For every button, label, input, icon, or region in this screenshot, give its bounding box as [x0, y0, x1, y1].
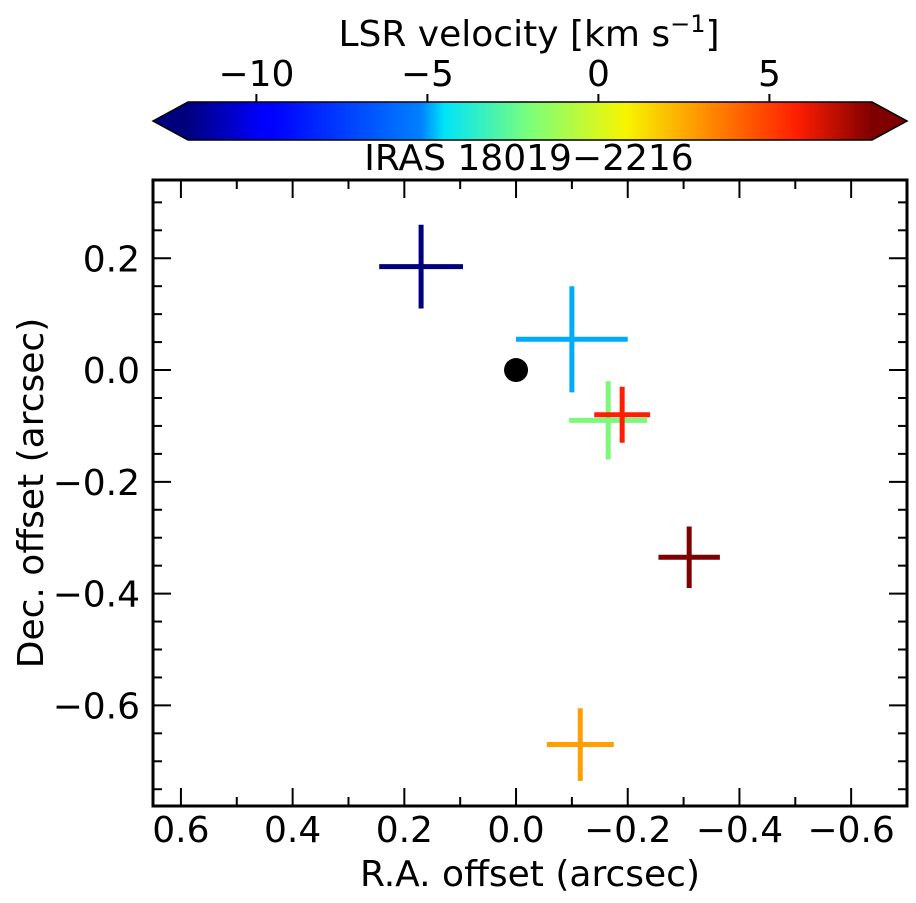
x-tick-label: −0.6 — [807, 810, 894, 851]
data-point — [379, 224, 463, 309]
y-tick-label: −0.4 — [53, 575, 140, 616]
x-tick-label: 0.6 — [152, 810, 209, 851]
colorbar-outline — [151, 101, 909, 141]
colorbar-label-sup: −1 — [670, 10, 705, 38]
data-point — [658, 526, 720, 589]
x-tick-label: 0.0 — [487, 810, 544, 851]
y-tick-label: 0.2 — [83, 239, 140, 280]
y-tick-label: 0.0 — [83, 351, 140, 392]
colorbar-gradient — [188, 102, 872, 140]
x-tick-label: 0.4 — [264, 810, 321, 851]
data-point — [516, 286, 628, 393]
reference-point — [504, 358, 529, 383]
plot-frame — [151, 178, 909, 808]
data-point — [594, 386, 651, 443]
colorbar-ticks: −10 −5 0 5 — [218, 54, 781, 102]
colorbar-extend-high — [872, 102, 907, 140]
plot-area: 0.6 0.4 0.2 0.0 −0.2 −0.4 −0.6 0.2 0.0 −0.2 −0.4 −0… — [53, 178, 909, 851]
y-tick-label: −0.6 — [53, 686, 140, 727]
x-axis-title: R.A. offset (arcsec) — [360, 854, 700, 895]
data-markers — [379, 224, 720, 781]
colorbar-label-main: LSR velocity [km s — [338, 14, 670, 55]
x-tick-label: −0.4 — [696, 810, 783, 851]
colorbar: −10 −5 0 5 LSR velocity [km s−1] — [151, 10, 909, 141]
data-point — [546, 708, 614, 781]
y-axis-title: Dec. offset (arcsec) — [11, 318, 52, 669]
axis-ticks: 0.6 0.4 0.2 0.0 −0.2 −0.4 −0.6 0.2 0.0 −0.2 −0.4 −0… — [53, 180, 907, 851]
y-tick-label: −0.2 — [53, 463, 140, 504]
x-tick-label: −0.2 — [584, 810, 671, 851]
colorbar-extend-low — [153, 102, 188, 140]
x-tick-label: 0.2 — [376, 810, 433, 851]
colorbar-tick-label: −5 — [401, 54, 454, 95]
colorbar-tick-label: 0 — [587, 54, 610, 95]
colorbar-label: LSR velocity [km s−1] — [338, 10, 719, 55]
colorbar-label-end: ] — [706, 14, 720, 55]
chart-title: IRAS 18019−2216 — [364, 138, 693, 179]
colorbar-tick-label: 5 — [758, 54, 781, 95]
colorbar-tick-label: −10 — [218, 54, 294, 95]
data-point — [569, 381, 648, 460]
